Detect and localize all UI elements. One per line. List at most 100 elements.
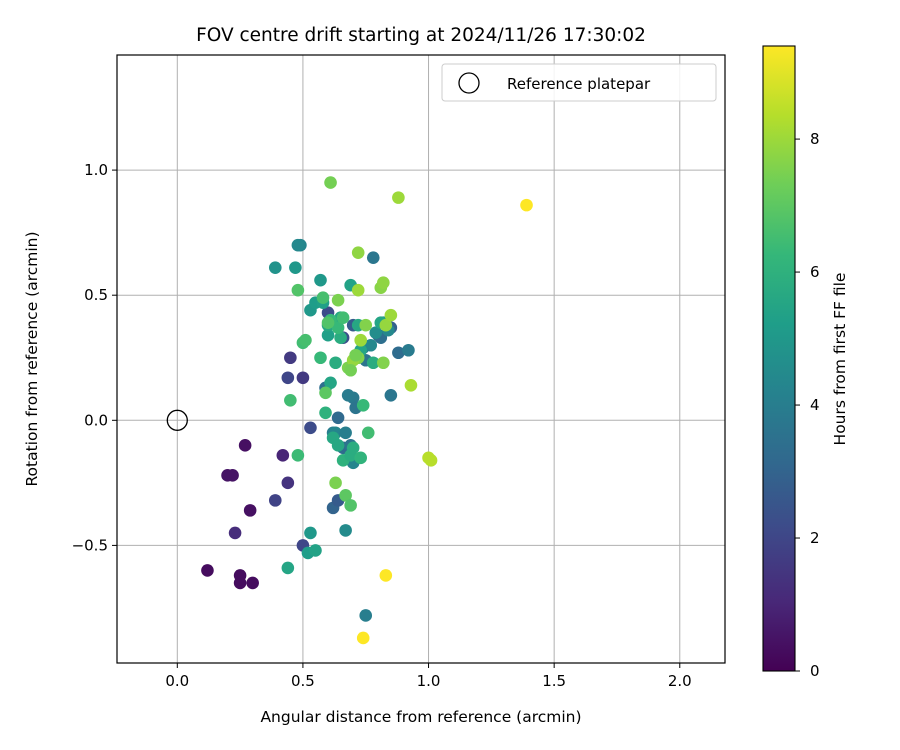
x-tick-label: 1.5: [542, 672, 566, 690]
data-point: [366, 356, 380, 370]
data-point: [351, 283, 365, 297]
x-axis-label: Angular distance from reference (arcmin): [260, 708, 581, 726]
colorbar-gradient: [763, 46, 795, 671]
data-point: [228, 526, 242, 540]
data-point: [321, 316, 335, 330]
colorbar-ticks: 0 2 4 6 8: [795, 130, 820, 680]
data-point: [309, 544, 322, 557]
data-point: [392, 346, 405, 360]
colorbar-tick-label: 0: [810, 662, 820, 680]
data-point: [379, 318, 393, 332]
data-point: [329, 356, 342, 370]
data-point: [304, 526, 317, 540]
data-point: [354, 333, 368, 347]
colorbar: 0 2 4 6 8 Hours from first FF file: [762, 45, 849, 680]
data-point: [331, 411, 345, 425]
y-axis-ticks: −0.5 0.0 0.5 1.0: [72, 161, 117, 554]
y-tick-label: 1.0: [84, 161, 108, 179]
data-point: [281, 476, 295, 490]
legend-marker-hollow-circle: [458, 72, 480, 94]
data-point: [314, 351, 327, 365]
data-point: [346, 441, 360, 455]
data-point: [304, 421, 317, 435]
reference-platepar-marker: [166, 409, 188, 431]
data-point: [238, 439, 252, 452]
data-point: [336, 311, 350, 325]
y-axis-label: Rotation from reference (arcmin): [23, 231, 41, 486]
data-point: [284, 351, 297, 365]
data-point: [324, 376, 337, 390]
data-point: [424, 454, 438, 467]
data-point: [329, 476, 342, 490]
data-point: [226, 469, 239, 482]
data-point: [369, 326, 383, 340]
legend-box: [441, 63, 717, 102]
data-point: [356, 398, 370, 412]
legend-entry-reference-platepar: Reference platepar: [507, 75, 651, 93]
data-point: [344, 499, 357, 512]
data-point: [520, 198, 533, 212]
x-tick-label: 0.5: [291, 672, 315, 690]
data-point: [233, 576, 247, 590]
data-point: [331, 293, 345, 307]
data-point: [402, 343, 415, 357]
data-point: [359, 609, 373, 622]
data-point: [384, 308, 398, 322]
data-point: [319, 406, 332, 420]
data-point: [289, 261, 302, 274]
plot-area: [116, 54, 726, 664]
data-point: [276, 449, 290, 462]
y-tick-label: −0.5: [72, 536, 108, 554]
plot-frame: [116, 54, 726, 664]
colorbar-tick-label: 8: [810, 130, 820, 148]
data-point: [281, 371, 295, 385]
data-point: [281, 561, 295, 575]
data-point: [344, 363, 357, 377]
x-tick-label: 1.0: [417, 672, 441, 690]
y-tick-label: 0.5: [84, 286, 108, 304]
data-point: [404, 378, 418, 392]
x-tick-label: 0.0: [165, 672, 189, 690]
legend: Reference platepar: [441, 63, 717, 102]
data-points: [201, 176, 533, 645]
reference-marker: [166, 409, 188, 431]
data-point: [321, 328, 335, 342]
data-point: [319, 386, 332, 400]
data-point: [359, 318, 373, 332]
data-point: [314, 273, 327, 287]
data-point: [268, 494, 282, 507]
data-point: [349, 348, 362, 362]
colorbar-tick-label: 4: [810, 396, 820, 414]
x-axis-ticks: 0.0 0.5 1.0 1.5 2.0: [165, 663, 692, 690]
data-point: [339, 489, 352, 502]
data-point: [356, 631, 370, 645]
data-point: [366, 251, 380, 264]
data-point: [291, 449, 305, 462]
data-point: [361, 426, 375, 440]
data-point: [201, 564, 214, 577]
data-point: [243, 504, 257, 517]
data-point: [354, 451, 368, 465]
data-point: [334, 331, 347, 345]
y-grid-lines: [117, 169, 725, 546]
y-tick-label: 0.0: [84, 411, 108, 429]
data-point: [324, 176, 337, 189]
colorbar-tick-label: 2: [810, 529, 820, 547]
data-point: [291, 238, 305, 252]
data-point: [291, 283, 305, 297]
data-point: [392, 191, 405, 204]
data-point: [339, 524, 352, 537]
colorbar-frame: [762, 45, 796, 672]
data-point: [331, 439, 345, 452]
plot-background: [117, 55, 725, 663]
data-point: [299, 333, 312, 347]
data-point: [296, 371, 310, 385]
x-tick-label: 2.0: [668, 672, 692, 690]
colorbar-tick-label: 6: [810, 263, 820, 281]
data-point: [379, 569, 393, 582]
data-point: [377, 356, 390, 370]
data-point: [284, 393, 297, 407]
data-point: [384, 388, 398, 402]
data-point: [351, 246, 365, 259]
